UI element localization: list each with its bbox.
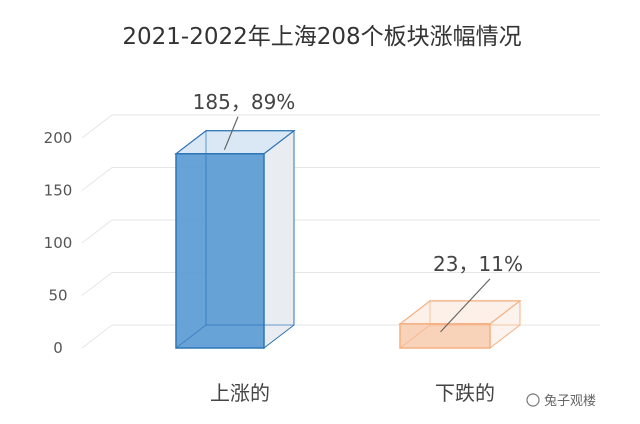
y-tick-label: 200 bbox=[44, 129, 73, 147]
bar-front-face bbox=[175, 153, 265, 349]
leader-lines bbox=[223, 116, 491, 333]
bar bbox=[398, 299, 522, 350]
data-label: 185，89% bbox=[193, 90, 296, 114]
bar bbox=[174, 129, 296, 350]
watermark-text: 兔子观楼 bbox=[544, 394, 596, 409]
watermark-icon bbox=[526, 393, 540, 407]
data-label: 23，11% bbox=[433, 252, 523, 276]
gridline-diagonal bbox=[81, 324, 113, 349]
gridline-diagonal bbox=[81, 219, 113, 244]
gridline-diagonal bbox=[81, 114, 113, 139]
y-tick-label: 100 bbox=[44, 234, 73, 252]
y-tick-label: 50 bbox=[48, 287, 67, 305]
leader-line bbox=[440, 278, 491, 333]
bars bbox=[174, 129, 522, 350]
category-label: 下跌的 bbox=[435, 381, 495, 405]
watermark: 兔子观楼 bbox=[526, 393, 596, 409]
leader-line bbox=[223, 116, 239, 150]
x-axis-category-labels: 上涨的 下跌的 bbox=[210, 381, 495, 405]
bar-side-face bbox=[263, 129, 295, 350]
gridline-diagonal bbox=[81, 167, 113, 191]
chart-title: 2021-2022年上海208个板块涨幅情况 bbox=[122, 24, 521, 50]
category-label: 上涨的 bbox=[210, 381, 270, 405]
y-axis-tick-labels: 0 50 100 150 200 bbox=[44, 129, 73, 357]
y-tick-label: 0 bbox=[53, 339, 63, 357]
gridlines bbox=[81, 114, 600, 349]
gridline-diagonal bbox=[81, 272, 113, 296]
y-tick-label: 150 bbox=[44, 182, 73, 200]
data-labels: 185，89% 23，11% bbox=[193, 90, 523, 276]
